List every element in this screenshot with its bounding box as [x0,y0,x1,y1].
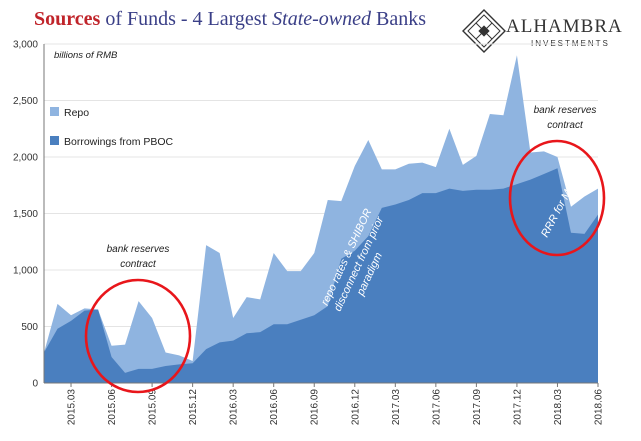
y-tick-label: 2,500 [13,96,38,107]
x-tick-label: 2015.09 [148,389,159,426]
title-part-3: State-owned [272,8,372,30]
pboc-area [44,168,598,383]
right-highlight-circle [508,139,606,257]
logo-name: ALHAMBRA [506,16,623,37]
y-tick-label: 3,000 [13,40,38,51]
y-tick-label: 1,500 [13,209,38,220]
x-tick-label: 2017.06 [431,389,442,426]
title-part-4: Banks [371,8,427,30]
legend-swatch-pboc [50,136,59,145]
left-highlight-circle [84,278,192,394]
x-tick-label: 2018.03 [553,389,564,426]
alhambra-logo-icon [462,9,506,53]
left-note-line-2: contract [120,259,157,270]
legend-swatch-repo [50,107,59,116]
x-tick-label: 2016.06 [269,389,280,426]
x-tick-label: 2015.03 [67,389,78,426]
x-tick-label: 2017.09 [472,389,483,426]
chart-title: Sources of Funds - 4 Largest State-owned… [34,8,426,31]
x-tick-label: 2015.06 [107,389,118,426]
legend-label-repo: Repo [64,107,89,119]
unit-label: billions of RMB [54,50,118,61]
title-part-2: of Funds - 4 Largest [100,8,273,30]
left-note-line-1: bank reserves [107,244,170,255]
x-tick-label: 2016.09 [310,389,321,426]
x-tick-label: 2017.12 [512,389,523,426]
y-tick-label: 1,000 [13,266,38,277]
x-tick-label: 2015.12 [188,389,199,426]
y-tick-label: 2,000 [13,153,38,164]
y-tick-label: 500 [21,322,38,333]
x-tick-label: 2016.03 [229,389,240,426]
x-tick-labels: 2015.03 2015.06 2015.09 2015.12 2016.03 2016.… [67,383,605,425]
y-tick-label: 0 [32,379,38,390]
legend-label-pboc: Borrowings from PBOC [64,136,174,148]
right-note-line-1: bank reserves [534,105,597,116]
right-note-line-2: contract [547,120,584,131]
title-part-1: Sources [34,8,101,30]
x-tick-label: 2017.03 [391,389,402,426]
y-tick-labels: 0 500 1,000 1,500 2,000 2,500 3,000 [13,40,38,390]
x-tick-label: 2016.12 [350,389,361,426]
x-tick-label: 2018.06 [594,389,605,426]
